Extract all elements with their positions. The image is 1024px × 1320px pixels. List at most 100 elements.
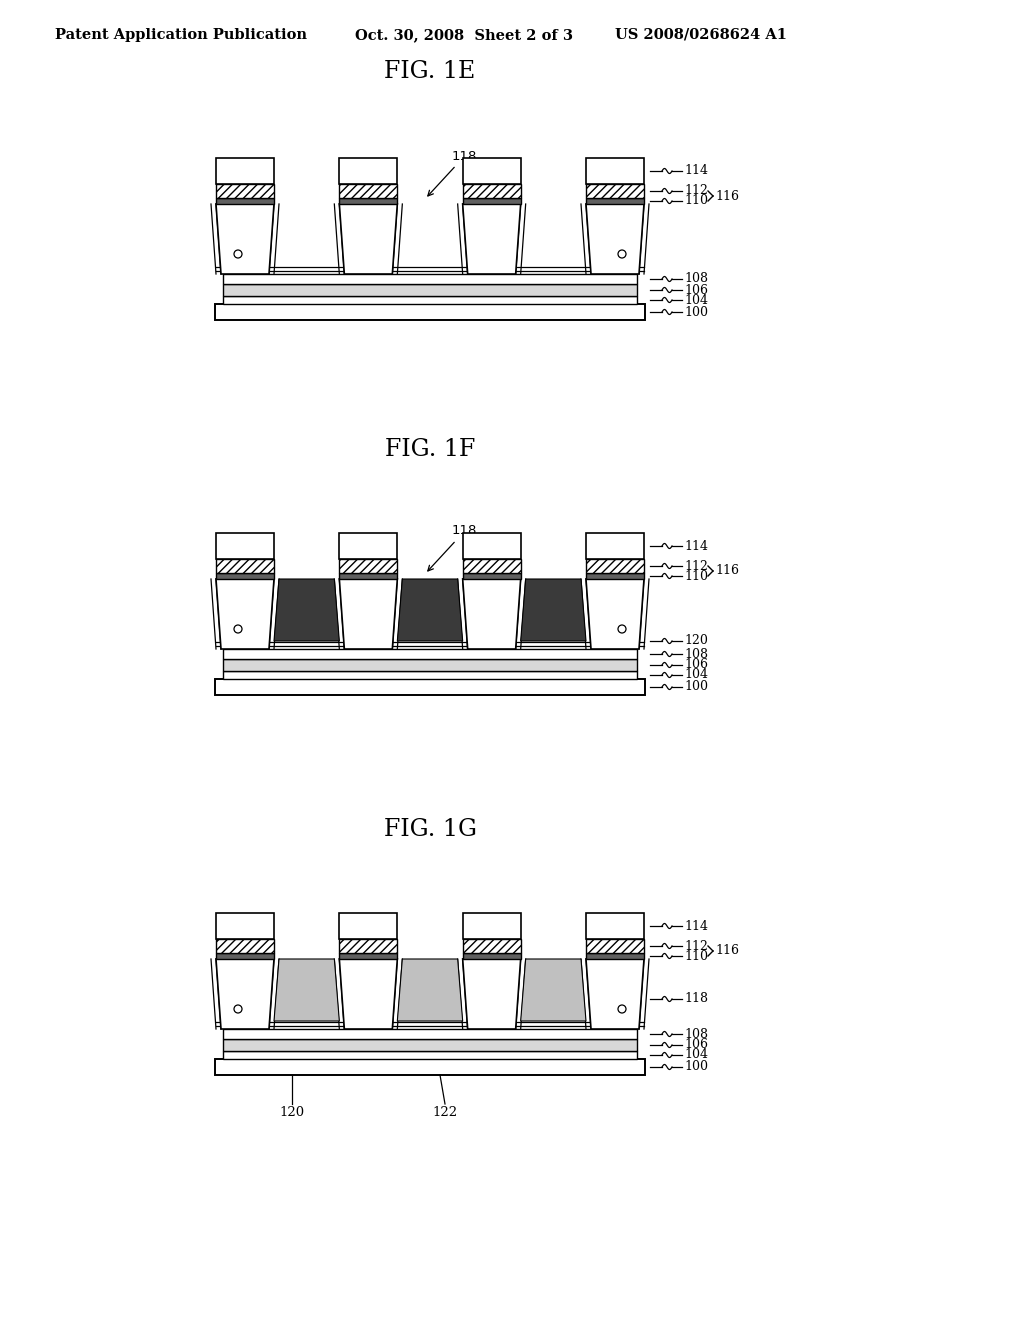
Polygon shape	[216, 579, 274, 649]
Polygon shape	[216, 205, 274, 275]
Bar	[463, 558, 520, 573]
Text: 106: 106	[684, 659, 708, 672]
Text: 118: 118	[428, 524, 477, 572]
Polygon shape	[339, 205, 397, 275]
Bar	[215, 1059, 645, 1074]
Polygon shape	[586, 205, 644, 275]
Bar	[339, 573, 397, 579]
Polygon shape	[397, 960, 463, 1020]
Bar	[339, 953, 397, 960]
Bar	[223, 1039, 637, 1051]
Text: 104: 104	[684, 668, 708, 681]
Polygon shape	[463, 205, 520, 275]
Text: 118: 118	[428, 149, 477, 195]
Text: FIG. 1G: FIG. 1G	[384, 818, 476, 842]
Bar	[223, 275, 637, 284]
Text: 112: 112	[684, 185, 708, 198]
Text: Patent Application Publication: Patent Application Publication	[55, 28, 307, 42]
Text: 106: 106	[684, 284, 708, 297]
Polygon shape	[586, 579, 644, 649]
Bar	[216, 198, 274, 205]
Polygon shape	[586, 960, 644, 1030]
Text: 106: 106	[684, 1039, 708, 1052]
Polygon shape	[339, 579, 397, 649]
Text: 104: 104	[684, 1048, 708, 1061]
Text: 112: 112	[684, 940, 708, 953]
Bar	[586, 558, 644, 573]
Text: 112: 112	[684, 560, 708, 573]
Bar	[339, 183, 397, 198]
Bar	[216, 158, 274, 183]
Bar	[463, 953, 520, 960]
Bar	[586, 533, 644, 558]
Text: 118: 118	[684, 993, 708, 1006]
Text: 100: 100	[684, 305, 708, 318]
Polygon shape	[463, 960, 520, 1030]
Text: 114: 114	[684, 920, 708, 932]
Text: 100: 100	[684, 1060, 708, 1073]
Text: Oct. 30, 2008  Sheet 2 of 3: Oct. 30, 2008 Sheet 2 of 3	[355, 28, 573, 42]
Bar	[586, 198, 644, 205]
Bar	[216, 573, 274, 579]
Bar	[216, 183, 274, 198]
Bar	[223, 1030, 637, 1039]
Bar	[463, 939, 520, 953]
Text: 110: 110	[684, 949, 708, 962]
Bar	[586, 573, 644, 579]
Bar	[339, 913, 397, 939]
Text: 116: 116	[715, 945, 739, 957]
Text: 114: 114	[684, 165, 708, 177]
Text: 116: 116	[715, 190, 739, 202]
Circle shape	[234, 1005, 242, 1012]
Bar	[586, 913, 644, 939]
Bar	[586, 953, 644, 960]
Bar	[339, 558, 397, 573]
Circle shape	[234, 624, 242, 634]
Polygon shape	[463, 579, 520, 649]
Circle shape	[618, 249, 626, 257]
Bar	[215, 304, 645, 319]
Polygon shape	[339, 960, 397, 1030]
Bar	[339, 198, 397, 205]
Circle shape	[234, 249, 242, 257]
Text: 116: 116	[715, 565, 739, 578]
Bar	[463, 183, 520, 198]
Bar	[463, 198, 520, 205]
Polygon shape	[520, 579, 586, 642]
Bar	[223, 671, 637, 678]
Bar	[216, 913, 274, 939]
Text: 114: 114	[684, 540, 708, 553]
Text: 120: 120	[684, 635, 708, 648]
Text: 110: 110	[684, 194, 708, 207]
Text: 120: 120	[280, 1106, 304, 1119]
Bar	[463, 913, 520, 939]
Bar	[223, 1051, 637, 1059]
Bar	[463, 573, 520, 579]
Bar	[216, 939, 274, 953]
Polygon shape	[397, 579, 463, 642]
Bar	[223, 296, 637, 304]
Polygon shape	[520, 960, 586, 1020]
Bar	[223, 659, 637, 671]
Bar	[586, 939, 644, 953]
Text: 108: 108	[684, 272, 708, 285]
Bar	[339, 158, 397, 183]
Bar	[215, 678, 645, 696]
Polygon shape	[274, 579, 339, 642]
Polygon shape	[216, 960, 274, 1030]
Text: 104: 104	[684, 293, 708, 306]
Text: FIG. 1E: FIG. 1E	[384, 61, 475, 83]
Text: 110: 110	[684, 569, 708, 582]
Circle shape	[618, 624, 626, 634]
Bar	[339, 533, 397, 558]
Bar	[463, 533, 520, 558]
Text: FIG. 1F: FIG. 1F	[385, 438, 475, 462]
Text: US 2008/0268624 A1: US 2008/0268624 A1	[615, 28, 787, 42]
Text: 100: 100	[684, 681, 708, 693]
Polygon shape	[274, 960, 339, 1020]
Text: 108: 108	[684, 1027, 708, 1040]
Bar	[216, 533, 274, 558]
Bar	[223, 649, 637, 659]
Bar	[463, 158, 520, 183]
Bar	[586, 183, 644, 198]
